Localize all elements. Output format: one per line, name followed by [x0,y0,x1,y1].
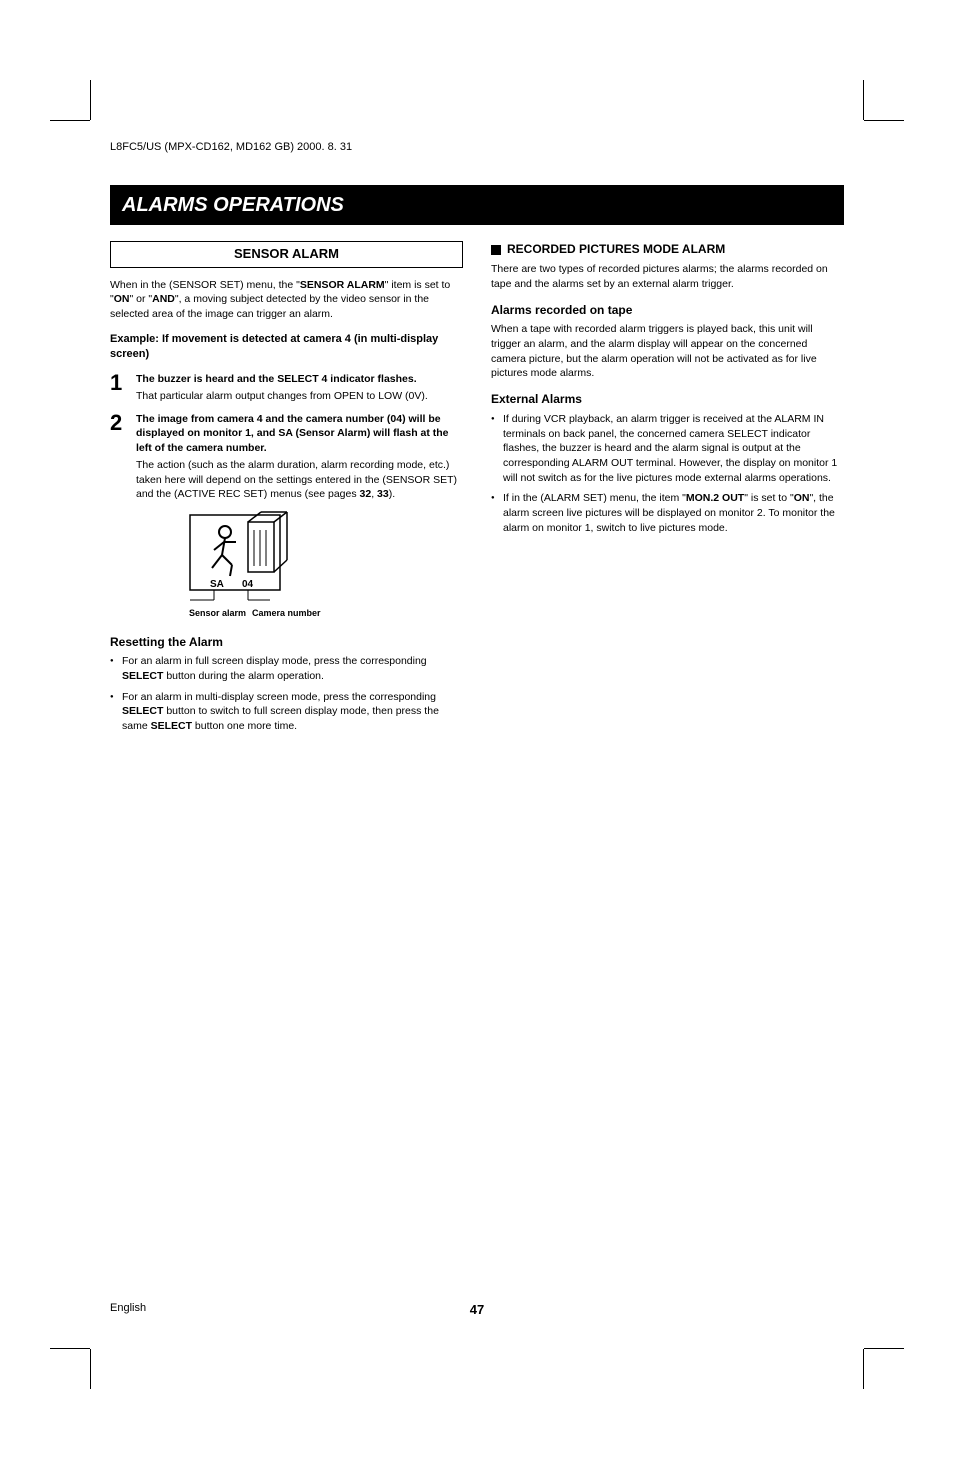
figure-label-right: Camera number [252,607,321,620]
text-bold: 32 [360,488,372,500]
text: For an alarm in multi-display screen mod… [122,691,436,703]
text: When in the (SENSOR SET) menu, the " [110,279,300,291]
external-bullet-list: If during VCR playback, an alarm trigger… [491,412,844,536]
text: " is set to " [744,492,793,504]
text: If in the (ALARM SET) menu, the item " [503,492,686,504]
list-item: For an alarm in full screen display mode… [110,654,463,683]
text-bold: ON [114,293,130,305]
step-number: 1 [110,372,128,403]
list-item: If in the (ALARM SET) menu, the item "MO… [491,491,844,535]
doc-id: L8FC5/US (MPX-CD162, MD162 GB) 2000. 8. … [110,140,844,155]
sensor-alarm-intro: When in the (SENSOR SET) menu, the "SENS… [110,278,463,322]
left-column: SENSOR ALARM When in the (SENSOR SET) me… [110,241,463,739]
text-bold: ON [794,492,810,504]
alarms-tape-para: When a tape with recorded alarm triggers… [491,322,844,381]
step-text: The action (such as the alarm duration, … [136,459,457,500]
recorded-pictures-heading: RECORDED PICTURES MODE ALARM [491,241,844,258]
external-alarms-heading: External Alarms [491,391,844,408]
figure-svg: SA 04 [170,510,320,605]
figure-sa-text: SA [210,579,224,590]
step-heading: The buzzer is heard and the SELECT 4 ind… [136,372,428,387]
reset-heading: Resetting the Alarm [110,634,463,651]
example-line: Example: If movement is detected at came… [110,332,463,363]
figure-label-left: Sensor alarm [170,607,246,620]
sensor-alarm-figure: SA 04 Sensor alarm Camera number [170,510,463,620]
crop-mark [90,1349,91,1389]
list-item: For an alarm in multi-display screen mod… [110,690,463,734]
text-bold: SELECT [122,670,163,682]
step-2: 2 The image from camera 4 and the camera… [110,412,463,502]
crop-mark [50,120,90,121]
footer-language: English [110,1301,355,1319]
reset-bullet-list: For an alarm in full screen display mode… [110,654,463,733]
right-column: RECORDED PICTURES MODE ALARM There are t… [491,241,844,739]
crop-mark [90,80,91,120]
step-heading: The image from camera 4 and the camera n… [136,412,463,456]
figure-num-text: 04 [242,579,254,590]
example-text: If movement is detected at camera 4 (in … [110,333,438,360]
content-columns: SENSOR ALARM When in the (SENSOR SET) me… [110,241,844,739]
square-icon [491,245,501,255]
crop-mark [864,120,904,121]
step-number: 2 [110,412,128,502]
page-footer: English 47 [110,1301,844,1319]
text-bold: SELECT [122,705,163,717]
step-1: 1 The buzzer is heard and the SELECT 4 i… [110,372,463,403]
step-text: ). [389,488,395,500]
page-root: L8FC5/US (MPX-CD162, MD162 GB) 2000. 8. … [0,0,954,1469]
text: button during the alarm operation. [163,670,324,682]
text-bold: SELECT [151,720,192,732]
footer-page-number: 47 [355,1301,600,1319]
list-item: If during VCR playback, an alarm trigger… [491,412,844,485]
text: If during VCR playback, an alarm trigger… [503,413,837,484]
step-text: That particular alarm output changes fro… [136,390,428,402]
text: " or " [129,293,152,305]
text-bold: 33 [377,488,389,500]
crop-mark [50,1348,90,1349]
example-label: Example: [110,333,159,345]
figure-labels: Sensor alarm Camera number [170,607,463,620]
crop-mark [864,1348,904,1349]
text-bold: SENSOR ALARM [300,279,385,291]
step-body: The buzzer is heard and the SELECT 4 ind… [136,372,428,403]
sensor-alarm-heading: SENSOR ALARM [110,241,463,267]
footer-spacer [599,1301,844,1319]
text-bold: MON.2 OUT [686,492,744,504]
heading-text: RECORDED PICTURES MODE ALARM [507,241,725,258]
text: For an alarm in full screen display mode… [122,655,427,667]
crop-mark [863,80,864,120]
text-bold: AND [152,293,175,305]
step-body: The image from camera 4 and the camera n… [136,412,463,502]
alarms-tape-heading: Alarms recorded on tape [491,302,844,319]
recorded-intro: There are two types of recorded pictures… [491,262,844,291]
page-title: ALARMS OPERATIONS [110,185,844,225]
text: button one more time. [192,720,297,732]
crop-mark [863,1349,864,1389]
